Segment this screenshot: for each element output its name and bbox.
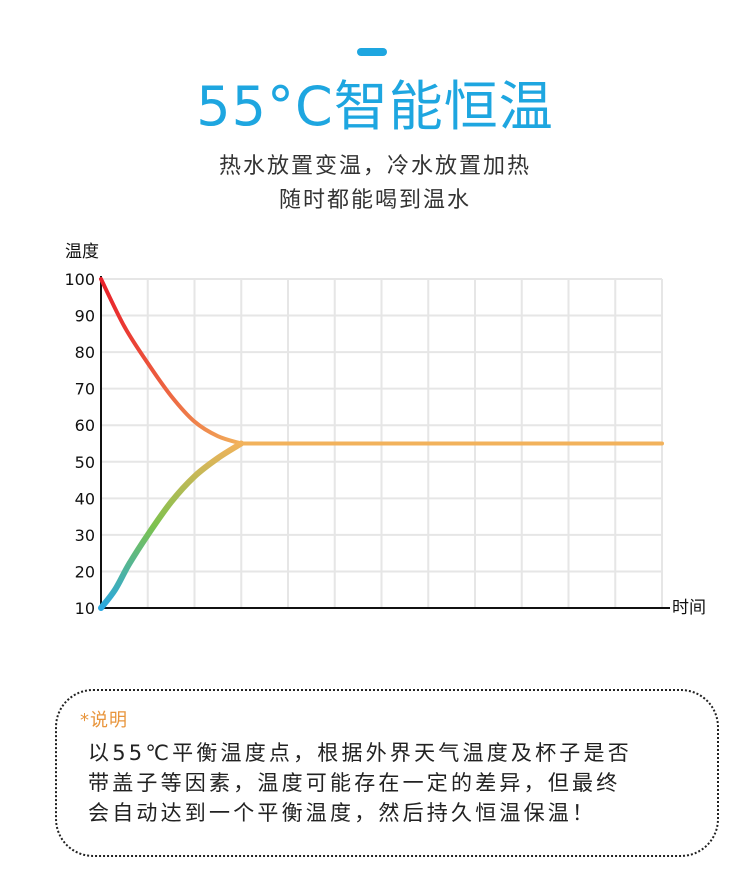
series-hot-water-line: [99, 277, 244, 446]
y-tick-label-80: 80: [75, 343, 95, 362]
note-body: 以55℃平衡温度点，根据外界天气温度及杯子是否 带盖子等因素，温度可能存在一定的…: [88, 738, 708, 828]
y-tick-label-30: 30: [75, 526, 95, 545]
y-tick-label-50: 50: [75, 453, 95, 472]
y-tick-label-60: 60: [75, 416, 95, 435]
note-title: *说明: [80, 710, 128, 731]
subtitle-line-2: 随时都能喝到温水: [278, 188, 471, 213]
y-tick-label-70: 70: [75, 380, 95, 399]
y-tick-label-40: 40: [75, 489, 95, 508]
note-line-1: 以55℃平衡温度点，根据外界天气温度及杯子是否: [88, 741, 632, 765]
series-cold-water-line: [98, 440, 245, 611]
y-tick-label-20: 20: [75, 562, 95, 581]
page-title: 55°C智能恒温: [196, 75, 554, 138]
x-axis-label: 时间: [672, 598, 706, 618]
y-tick-label-100: 100: [64, 270, 95, 289]
y-tick-label-10: 10: [75, 599, 95, 618]
note-line-3: 会自动达到一个平衡温度，然后持久恒温保温！: [88, 801, 597, 825]
note-box: [55, 689, 719, 857]
accent-bar: [357, 48, 387, 56]
subtitle-line-1: 热水放置变温，冷水放置加热: [218, 154, 531, 179]
chart-series: [98, 277, 664, 611]
y-tick-label-90: 90: [75, 307, 95, 326]
chart-axes: [100, 276, 670, 609]
y-axis-label: 温度: [65, 242, 99, 262]
temperature-chart: 100 90 80 70 60 50 40 30 20 10 温度 时间: [64, 242, 706, 618]
y-tick-labels: 100 90 80 70 60 50 40 30 20 10: [64, 270, 95, 618]
note-line-2: 带盖子等因素，温度可能存在一定的差异，但最终: [88, 771, 621, 795]
